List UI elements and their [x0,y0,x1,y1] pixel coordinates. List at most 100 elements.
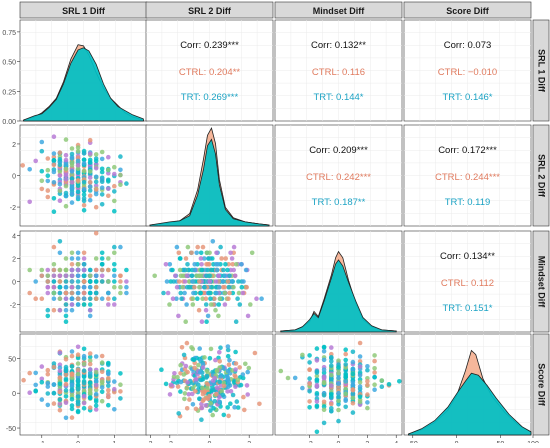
scatter-point [197,346,202,351]
scatter-point [118,284,123,290]
scatter-point [45,156,51,161]
panel-r0-c2: Corr: 0.132** CTRL: 0.116 TRT: 0.144* [274,19,403,122]
scatter-point [182,391,188,396]
strip-top-1 [145,1,274,19]
scatter-point [193,376,198,382]
scatter-point [206,290,211,296]
scatter-point [191,357,197,363]
scatter-point [112,171,117,177]
scatter-point [177,256,183,261]
scatter-point [57,157,63,162]
scatter-point [365,382,370,388]
strip-right-label-2: Mindset Diff [537,256,547,308]
scatter-point [69,163,75,168]
scatter-point [69,387,75,393]
scatter-point [152,273,157,279]
scatter-point [81,198,87,204]
corr-trt: TRT: 0.187** [312,197,366,208]
scatter-point [69,382,75,388]
scatter-point [307,389,312,394]
scatter-point [93,279,99,284]
scatter-point [182,396,187,402]
scatter-point [314,399,320,404]
scatter-point [75,273,81,279]
scatter-point [57,173,63,178]
scatter-point [51,244,57,250]
strip-right-3 [532,333,550,436]
scatter-point [93,378,99,384]
scatter-point [51,169,57,175]
scatter-point [63,273,69,279]
scatter-point [39,186,45,192]
scatter-point [198,256,204,261]
scatter-point [307,399,312,404]
scatter-point [336,370,341,376]
y-tick-label: 50 [8,356,16,363]
scatter-point [63,368,69,374]
panel-r0-c1: Corr: 0.239*** CTRL: 0.204** TRT: 0.269*** [145,19,274,122]
scatter-point [243,361,248,367]
scatter-point [180,284,185,290]
scatter-point [93,370,99,375]
scatter-point [204,385,210,391]
scatter-point [45,284,51,290]
scatter-point [99,267,105,273]
scatter-point [75,189,81,195]
scatter-point [69,273,75,279]
scatter-point [63,378,69,383]
scatter-point [51,209,57,214]
scatter-point [33,388,38,394]
scatter-point [45,173,51,178]
scatter-point [210,256,215,261]
scatter-point [81,256,87,261]
scatter-point [106,279,111,284]
scatter-point [63,166,69,172]
scatter-point [314,391,320,396]
scatter-point [226,379,231,385]
scatter-point [81,296,87,302]
scatter-point [75,390,81,396]
scatter-point [69,349,75,354]
scatter-point [226,284,231,290]
scatter-point [176,411,181,416]
scatter-point [230,262,235,267]
scatter-point [51,162,57,168]
scatter-point [112,262,117,267]
corr-ctrl: CTRL: 0.244*** [435,172,500,183]
scatter-point [87,175,93,180]
scatter-point [307,367,312,372]
scatter-point [220,279,226,284]
scatter-point [99,385,105,390]
scatter-point [112,386,117,392]
scatter-point [225,353,231,359]
scatter-point [93,230,99,236]
scatter-point [167,392,173,397]
scatter-point [81,353,87,359]
scatter-point [205,313,211,319]
scatter-point [214,385,220,391]
scatter-point [221,383,227,389]
strip-right-0 [532,19,550,122]
scatter-point [33,158,38,164]
scatter-point [81,161,87,166]
scatter-point [350,359,356,365]
scatter-point [190,296,196,302]
scatter-point [106,375,111,381]
scatter-point [220,365,226,371]
scatter-point [45,307,51,313]
scatter-point [259,296,264,302]
scatter-point [106,394,111,400]
scatter-point [93,174,99,180]
scatter-point [245,369,250,375]
scatter-point [321,407,327,413]
scatter-point [27,390,32,396]
scatter-point [93,296,99,302]
scatter-point [87,184,93,189]
scatter-point [336,418,341,424]
strip-top-3 [403,1,532,19]
scatter-point [213,279,219,284]
scatter-point [210,239,216,244]
y-tick-label: 2 [12,257,16,264]
